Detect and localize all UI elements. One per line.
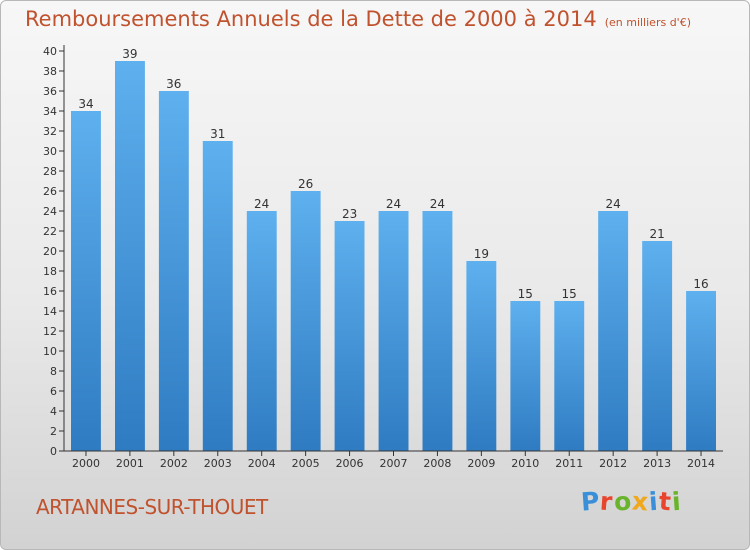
bar-2000 — [71, 111, 101, 451]
proxiti-logo: Proxiti — [580, 486, 683, 517]
value-label-2011: 15 — [562, 287, 577, 301]
x-tick-label-2003: 2003 — [204, 457, 232, 470]
x-tick-label-2013: 2013 — [643, 457, 671, 470]
value-label-2012: 24 — [606, 197, 621, 211]
bar-2014 — [686, 291, 716, 451]
x-tick-label-2009: 2009 — [467, 457, 495, 470]
y-tick-label-26: 26 — [43, 185, 57, 198]
value-label-2004: 24 — [254, 197, 269, 211]
value-label-2003: 31 — [210, 127, 225, 141]
bar-2013 — [642, 241, 673, 451]
bar-2001 — [115, 61, 145, 451]
y-tick-label-0: 0 — [50, 445, 57, 458]
y-tick-label-2: 2 — [50, 425, 57, 438]
value-label-2009: 19 — [474, 247, 489, 261]
y-tick-label-18: 18 — [43, 265, 57, 278]
x-tick-label-2014: 2014 — [687, 457, 715, 470]
bar-2008 — [422, 211, 453, 451]
y-tick-label-30: 30 — [43, 145, 57, 158]
y-tick-label-34: 34 — [43, 105, 57, 118]
bar-2007 — [378, 211, 409, 451]
y-tick-label-12: 12 — [43, 325, 57, 338]
logo-letter: o — [612, 486, 633, 517]
y-tick-label-16: 16 — [43, 285, 57, 298]
bar-2004 — [246, 211, 277, 451]
value-label-2013: 21 — [649, 227, 664, 241]
bar-2003 — [202, 141, 233, 451]
bar-2009 — [466, 261, 497, 451]
chart-title-main: Remboursements Annuels de la Dette de 20… — [25, 7, 597, 31]
x-tick-label-2004: 2004 — [248, 457, 276, 470]
chart-title-unit: (en milliers d'€) — [604, 16, 691, 29]
value-label-2008: 24 — [430, 197, 445, 211]
y-tick-label-4: 4 — [50, 405, 57, 418]
x-tick-label-2010: 2010 — [511, 457, 539, 470]
y-tick-label-20: 20 — [43, 245, 57, 258]
value-label-2010: 15 — [518, 287, 533, 301]
bar-2012 — [598, 211, 629, 451]
value-label-2005: 26 — [298, 177, 313, 191]
bar-2010 — [510, 301, 541, 451]
x-tick-label-2012: 2012 — [599, 457, 627, 470]
bar-2002 — [158, 91, 189, 451]
bar-2005 — [290, 191, 321, 451]
x-tick-label-2011: 2011 — [555, 457, 583, 470]
value-label-2000: 34 — [78, 97, 93, 111]
y-tick-label-22: 22 — [43, 225, 57, 238]
logo-letter: P — [580, 486, 602, 517]
value-label-2007: 24 — [386, 197, 401, 211]
logo-letter: i — [670, 486, 683, 517]
x-tick-label-2000: 2000 — [72, 457, 100, 470]
y-tick-label-38: 38 — [43, 65, 57, 78]
y-tick-label-24: 24 — [43, 205, 57, 218]
y-tick-label-32: 32 — [43, 125, 57, 138]
y-tick-label-36: 36 — [43, 85, 57, 98]
logo-letter: x — [630, 486, 650, 517]
commune-name: ARTANNES-SUR-THOUET — [36, 495, 268, 519]
x-tick-label-2006: 2006 — [336, 457, 364, 470]
y-tick-label-10: 10 — [43, 345, 57, 358]
x-tick-label-2002: 2002 — [160, 457, 188, 470]
y-tick-label-40: 40 — [43, 45, 57, 58]
y-tick-label-6: 6 — [50, 385, 57, 398]
x-tick-label-2008: 2008 — [423, 457, 451, 470]
y-tick-label-8: 8 — [50, 365, 57, 378]
x-tick-label-2007: 2007 — [380, 457, 408, 470]
value-label-2014: 16 — [693, 277, 708, 291]
bar-2011 — [554, 301, 585, 451]
value-label-2002: 36 — [166, 77, 181, 91]
value-label-2006: 23 — [342, 207, 357, 221]
y-tick-label-28: 28 — [43, 165, 57, 178]
x-tick-label-2001: 2001 — [116, 457, 144, 470]
chart-title: Remboursements Annuels de la Dette de 20… — [25, 7, 691, 31]
x-tick-label-2005: 2005 — [292, 457, 320, 470]
bar-2006 — [334, 221, 365, 451]
y-tick-label-14: 14 — [43, 305, 57, 318]
value-label-2001: 39 — [122, 47, 137, 61]
